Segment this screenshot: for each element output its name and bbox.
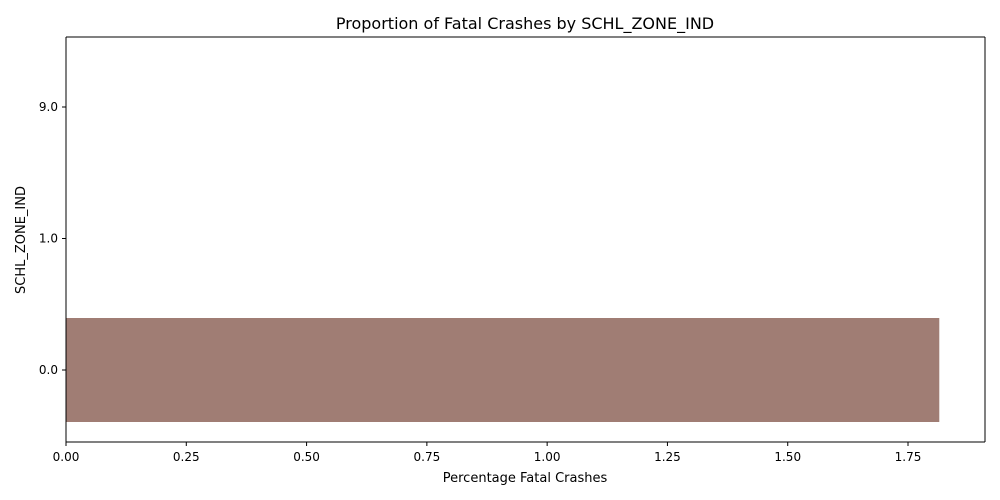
- x-axis-label: Percentage Fatal Crashes: [443, 471, 608, 486]
- plot-area: 0.00 0.25 0.50 0.75 1.00 1.25 1.50 1.75 0.0 1.0 9…: [39, 36, 986, 464]
- y-axis-label: SCHL_ZONE_IND: [14, 186, 29, 294]
- x-axis-ticks: 0.00 0.25 0.50 0.75 1.00 1.25 1.50 1.75: [53, 442, 922, 464]
- y-tick-label: 1.0: [39, 232, 58, 246]
- chart-title: Proportion of Fatal Crashes by SCHL_ZONE…: [336, 14, 714, 34]
- x-tick-label: 0.75: [414, 450, 441, 464]
- bar-0-0: [66, 318, 940, 422]
- bars-layer: [66, 318, 940, 422]
- y-tick-label: 9.0: [39, 100, 58, 114]
- x-tick-label: 0.25: [173, 450, 200, 464]
- x-tick-label: 1.25: [654, 450, 681, 464]
- y-axis-ticks: 0.0 1.0 9.0: [39, 100, 66, 377]
- y-tick-label: 0.0: [39, 363, 58, 377]
- x-tick-label: 1.50: [774, 450, 801, 464]
- x-tick-label: 0.00: [53, 450, 80, 464]
- x-tick-label: 1.75: [895, 450, 922, 464]
- x-tick-label: 1.00: [534, 450, 561, 464]
- x-tick-label: 0.50: [293, 450, 320, 464]
